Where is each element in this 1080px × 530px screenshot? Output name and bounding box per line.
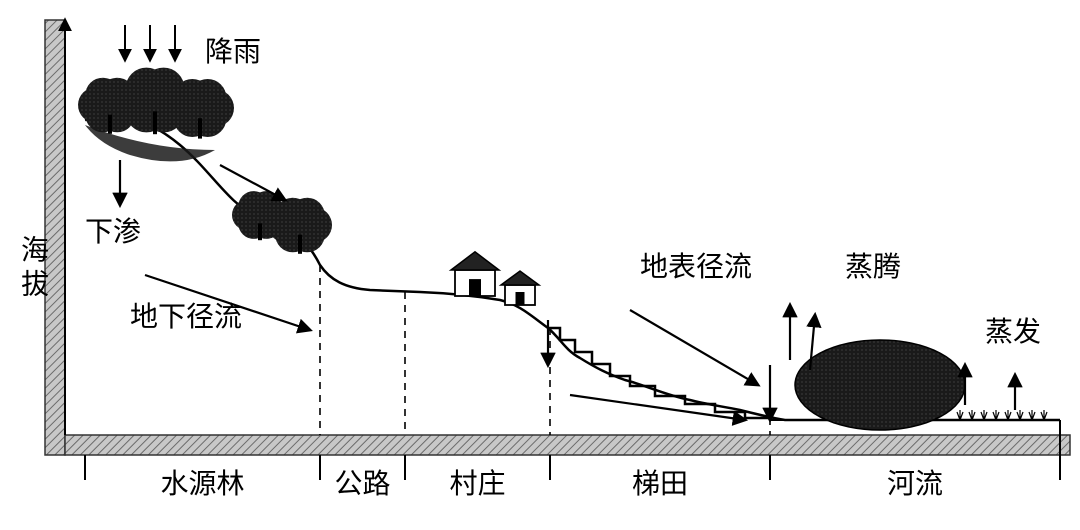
label-y-axis: 海拔 [12,235,52,303]
section-label-river: 河流 [887,462,943,502]
diagram-svg [0,0,1080,530]
river-mound [795,340,965,430]
village-houses [451,252,539,305]
rain-arrows [125,25,175,60]
label-groundwater-runoff: 地下径流 [130,295,242,335]
forest-canopy-upper [78,68,234,162]
groundwater-lower [570,395,745,420]
label-surface-runoff: 地表径流 [640,245,752,285]
forest-canopy-mid [232,191,332,254]
section-label-village: 村庄 [450,462,506,502]
section-label-forest: 水源林 [161,462,245,502]
hydrology-cross-section-diagram: 降雨海拔下渗地下径流 地表径流 蒸腾蒸发水源林 公路 村庄 梯田 河流 [0,0,1080,530]
label-rain: 降雨 [205,30,261,70]
section-label-road: 公路 [335,462,391,502]
surface-lower [630,310,758,385]
label-infiltration: 下渗 [85,210,141,250]
label-transpiration: 蒸腾 [845,245,901,285]
section-label-terrace: 梯田 [632,462,688,502]
label-evaporation: 蒸发 [985,310,1041,350]
